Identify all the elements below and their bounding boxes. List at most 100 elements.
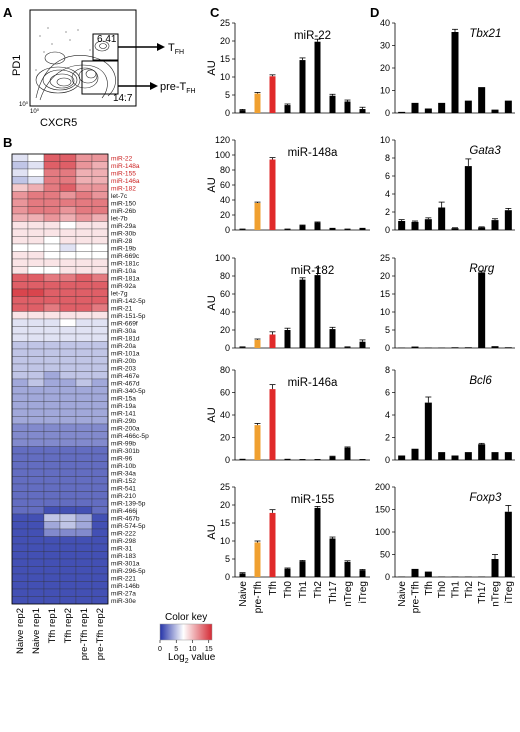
heatmap-row-label: miR-26b — [111, 208, 136, 215]
color-key-tick-label: 5 — [174, 646, 178, 653]
heatmap-cell — [43, 498, 61, 507]
heatmap-row-label: miR-20a — [111, 343, 136, 350]
heatmap-cell — [11, 198, 29, 207]
heatmap-cell — [59, 416, 77, 425]
heatmap-cell — [27, 543, 45, 552]
heatmap-cell — [11, 438, 29, 447]
heatmap-cell — [75, 536, 93, 545]
heatmap-cell — [27, 236, 45, 245]
bar — [344, 347, 351, 348]
heatmap-cell — [11, 168, 29, 177]
bar — [478, 87, 486, 113]
heatmap-cell — [27, 213, 45, 222]
bar — [491, 452, 499, 460]
y-tick-label: 2 — [385, 207, 390, 217]
heatmap-cell — [91, 506, 109, 515]
heatmap-row-label: miR-10a — [111, 268, 136, 275]
flow-contours — [35, 40, 116, 101]
heatmap-cell — [11, 236, 29, 245]
heatmap-cell — [59, 333, 77, 342]
heatmap-cell — [91, 153, 109, 162]
y-tick-label: 4 — [385, 410, 390, 420]
heatmap-cell — [91, 588, 109, 597]
bar — [314, 275, 321, 348]
heatmap-row-label: miR-222 — [111, 530, 136, 537]
heatmap-cell — [75, 513, 93, 522]
heatmap-cell — [59, 176, 77, 185]
heatmap-cell — [59, 198, 77, 207]
y-tick-label: 0 — [225, 225, 230, 235]
heatmap-cell — [11, 176, 29, 185]
heatmap-row-label: miR-34a — [111, 470, 136, 477]
heatmap-cell — [59, 318, 77, 327]
color-key: Color key 0 5 10 15 Log2 value — [158, 612, 216, 665]
heatmap-cell — [43, 438, 61, 447]
heatmap-cell — [75, 206, 93, 215]
bar — [504, 210, 512, 230]
bar — [269, 389, 276, 460]
heatmap-cell — [75, 581, 93, 590]
heatmap-cell — [91, 266, 109, 275]
panel-letter-a: A — [3, 5, 13, 20]
y-tick-label: 4 — [385, 189, 390, 199]
heatmap-row-label: miR-15a — [111, 395, 136, 402]
heatmap-row-label: miR-155 — [111, 170, 136, 177]
bar — [424, 108, 432, 113]
heatmap-cell — [11, 333, 29, 342]
heatmap-cell — [91, 371, 109, 380]
heatmap-cell — [59, 273, 77, 282]
heatmap-cell — [75, 303, 93, 312]
heatmap-cell — [91, 558, 109, 567]
heatmap-cell — [59, 161, 77, 170]
heatmap-cell — [91, 453, 109, 462]
chart-title: Rorg — [469, 263, 495, 275]
heatmap-cell — [59, 243, 77, 252]
heatmap-cell — [27, 206, 45, 215]
heatmap-cell — [91, 566, 109, 575]
bar-chart-c-3: 0 20 40 60 80 miR-146a AU — [206, 365, 370, 465]
y-tick-label: 10 — [220, 536, 230, 546]
heatmap-cell — [43, 273, 61, 282]
heatmap-cell — [43, 588, 61, 597]
y-tick-label: 0 — [385, 108, 390, 118]
y-tick-label: 5 — [385, 325, 390, 335]
bar-chart-d-3: 0 2 4 6 8 Bcl6 — [385, 365, 515, 465]
heatmap-cell — [59, 183, 77, 192]
heatmap-row-label: miR-150 — [111, 200, 136, 207]
heatmap-cell — [59, 528, 77, 537]
heatmap-cell — [11, 243, 29, 252]
bar — [359, 109, 366, 113]
heatmap-cell — [27, 153, 45, 162]
heatmap-row-label: miR-467b — [111, 515, 140, 522]
heatmap-column-label: Naive rep2 — [15, 608, 26, 654]
bar — [478, 444, 486, 460]
heatmap-cell — [59, 506, 77, 515]
heatmap-cell — [59, 581, 77, 590]
heatmap-row-label: miR-20b — [111, 358, 136, 365]
category-label: Th0 — [437, 581, 448, 599]
heatmap-cell — [11, 303, 29, 312]
y-tick-label: 60 — [220, 289, 230, 299]
heatmap-row-label: miR-301a — [111, 560, 140, 567]
heatmap-cell — [27, 341, 45, 350]
heatmap-cell — [75, 213, 93, 222]
color-key-label: Log2 value — [168, 652, 216, 665]
y-tick-label: 100 — [375, 527, 390, 537]
y-tick-label: 15 — [220, 54, 230, 64]
heatmap-cell — [91, 438, 109, 447]
heatmap-cell — [59, 536, 77, 545]
heatmap-row-label: miR-148a — [111, 163, 140, 170]
bar — [329, 228, 336, 230]
bar — [254, 425, 261, 460]
heatmap-cell — [75, 318, 93, 327]
bar — [359, 228, 366, 230]
heatmap-cell — [43, 371, 61, 380]
heatmap-cell — [43, 236, 61, 245]
heatmap-cell — [91, 333, 109, 342]
bar — [344, 229, 351, 230]
bar — [451, 32, 459, 113]
heatmap-frame — [11, 153, 109, 605]
heatmap-cell — [11, 446, 29, 455]
heatmap-cell — [59, 303, 77, 312]
heatmap-cell — [11, 596, 29, 605]
